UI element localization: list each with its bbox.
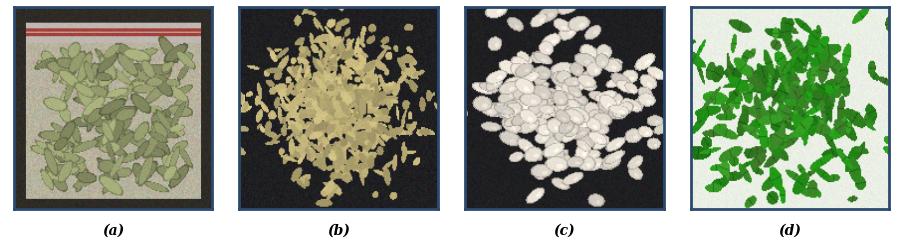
Text: (d): (d) — [778, 223, 801, 237]
Text: (a): (a) — [102, 223, 124, 237]
Text: (c): (c) — [553, 223, 575, 237]
Text: (b): (b) — [327, 223, 350, 237]
